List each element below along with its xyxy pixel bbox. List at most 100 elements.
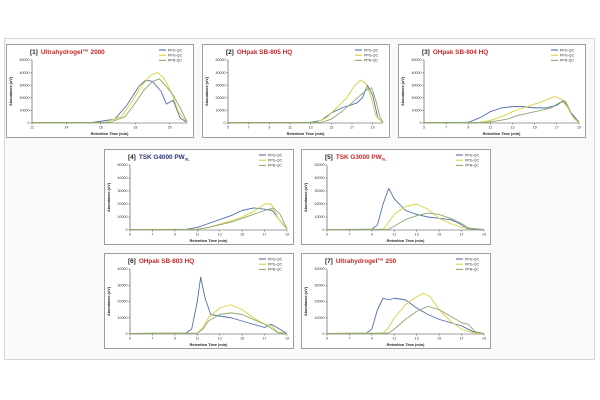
chart-ohpak-sb-803-hq: [6] OHpak SB-803 HQ 0 10000 20000 30000 40000 5…: [104, 253, 294, 349]
y-axis-label: Abundance (uV): [205, 76, 209, 106]
chart-ohpak-sb-805-hq: [2] OHpak SB-805 HQ 0 10000 20000 30000 40000 5…: [202, 44, 390, 138]
y-tick-label: 30000: [412, 83, 422, 87]
legend-label: PPG-QC: [364, 48, 379, 52]
x-tick-label: 11: [392, 337, 396, 341]
y-axis-label: Abundance (uV): [401, 76, 405, 106]
chart-title-name: TSK G4000 PW: [139, 154, 186, 161]
chart-title-name: OHpak SB-803 HQ: [139, 258, 194, 265]
panel-border: [202, 44, 390, 138]
x-tick-label: 12: [30, 126, 34, 130]
x-tick-label: 15: [437, 337, 441, 341]
chart-title-subscript: XL: [382, 157, 388, 162]
chart-title: [6] OHpak SB-803 HQ: [128, 258, 194, 265]
panel-border: [6, 44, 194, 138]
x-tick-label: 9: [268, 126, 270, 130]
chart-title-number: [5]: [325, 154, 333, 161]
chart-title-name: OHpak SB-805 HQ: [237, 49, 292, 56]
legend-label: PPN-QC: [268, 164, 282, 168]
chart-ultrahydrogel-2000: [1] Ultrahydrogel™ 2000 0 10000 20000 30000 40…: [6, 44, 194, 138]
x-tick-label: 7: [151, 233, 153, 237]
series-line-3: [227, 87, 384, 124]
y-tick-label: 50000: [315, 163, 325, 167]
x-tick-label: 11: [195, 337, 199, 341]
y-tick-label: 30000: [315, 283, 325, 287]
y-tick-label: 30000: [20, 83, 30, 87]
legend-label: PPN-QC: [168, 59, 182, 63]
series-line-1: [31, 79, 188, 124]
x-tick-label: 11: [195, 233, 199, 237]
y-tick-label: 10000: [118, 316, 128, 320]
series-line-3: [326, 305, 485, 334]
y-tick-label: 20000: [216, 96, 226, 100]
legend-label: PPN-QC: [560, 59, 574, 63]
y-tick-label: 50000: [216, 58, 226, 62]
x-tick-label: 11: [288, 126, 292, 130]
x-tick-label: 17: [263, 233, 267, 237]
chart-title-name: Ultrahydrogel™ 2000: [41, 49, 105, 56]
chart-title-name: Ultrahydrogel™ 250: [336, 258, 397, 265]
y-tick-label: 40000: [315, 176, 325, 180]
legend-label: PPG-QC: [465, 257, 480, 261]
x-tick-label: 13: [511, 126, 515, 130]
y-tick-label: 40000: [315, 267, 325, 271]
chart-title-number: [2]: [226, 49, 234, 56]
series-line-3: [326, 212, 485, 231]
x-tick-label: 13: [415, 337, 419, 341]
chart-title: [7] Ultrahydrogel™ 250: [325, 258, 397, 265]
chart-title-number: [7]: [325, 258, 333, 265]
legend-label: PPG-QC: [560, 48, 575, 52]
y-tick-label: 40000: [412, 71, 422, 75]
x-tick-label: 19: [371, 126, 375, 130]
x-tick-label: 17: [460, 233, 464, 237]
series-line-2: [227, 79, 384, 124]
y-axis-label: Abundance (uV): [9, 76, 13, 106]
legend-label: PPG-QC: [268, 159, 283, 163]
x-axis-label: Retention Time (min): [387, 343, 425, 347]
legend-label: PPN-QC: [465, 268, 479, 272]
x-tick-label: 5: [227, 126, 229, 130]
series-line-3: [129, 312, 288, 334]
panel-border: [398, 44, 586, 138]
x-tick-label: 9: [174, 337, 176, 341]
x-tick-label: 17: [263, 337, 267, 341]
legend-label: PPG-QC: [465, 159, 480, 163]
y-tick-label: 0: [126, 332, 128, 336]
chart-tsk-g4000-pwxl: [4] TSK G4000 PWXL 0 10000 20000 30000 40000 50…: [104, 149, 294, 245]
y-tick-label: 20000: [315, 300, 325, 304]
chart-title-number: [6]: [128, 258, 136, 265]
x-tick-label: 7: [151, 337, 153, 341]
y-tick-label: 20000: [20, 96, 30, 100]
x-axis-label: Retention Time (min): [287, 132, 325, 136]
chart-title: [3] OHpak SB-804 HQ: [422, 49, 488, 56]
series-line-1: [129, 276, 288, 334]
legend-label: PPG-QC: [268, 257, 283, 261]
x-tick-label: 19: [482, 233, 486, 237]
y-tick-label: 10000: [216, 109, 226, 113]
x-tick-label: 11: [392, 233, 396, 237]
y-tick-label: 10000: [412, 109, 422, 113]
x-tick-label: 19: [285, 233, 289, 237]
chart-title: [4] TSK G4000 PWXL: [128, 154, 190, 162]
series-line-3: [129, 207, 288, 231]
chart-title-name: TSK G3000 PW: [336, 154, 383, 161]
series-line-2: [129, 304, 288, 334]
x-tick-label: 13: [218, 233, 222, 237]
series-line-1: [326, 297, 485, 334]
y-tick-label: 30000: [118, 189, 128, 193]
chart-title-subscript: XL: [185, 157, 191, 162]
series-line-3: [423, 101, 580, 124]
x-axis-label: Retention Time (min): [190, 239, 228, 243]
x-axis-label: Retention Time (min): [91, 132, 129, 136]
x-tick-label: 5: [423, 126, 425, 130]
x-tick-label: 19: [577, 126, 581, 130]
chart-title-number: [4]: [128, 154, 136, 161]
chart-title: [2] OHpak SB-805 HQ: [226, 49, 292, 56]
series-line-2: [326, 203, 485, 231]
x-tick-label: 15: [240, 233, 244, 237]
x-tick-label: 9: [371, 337, 373, 341]
x-axis-label: Retention Time (min): [190, 343, 228, 347]
x-tick-label: 7: [248, 126, 250, 130]
x-tick-label: 7: [348, 337, 350, 341]
y-tick-label: 50000: [20, 58, 30, 62]
